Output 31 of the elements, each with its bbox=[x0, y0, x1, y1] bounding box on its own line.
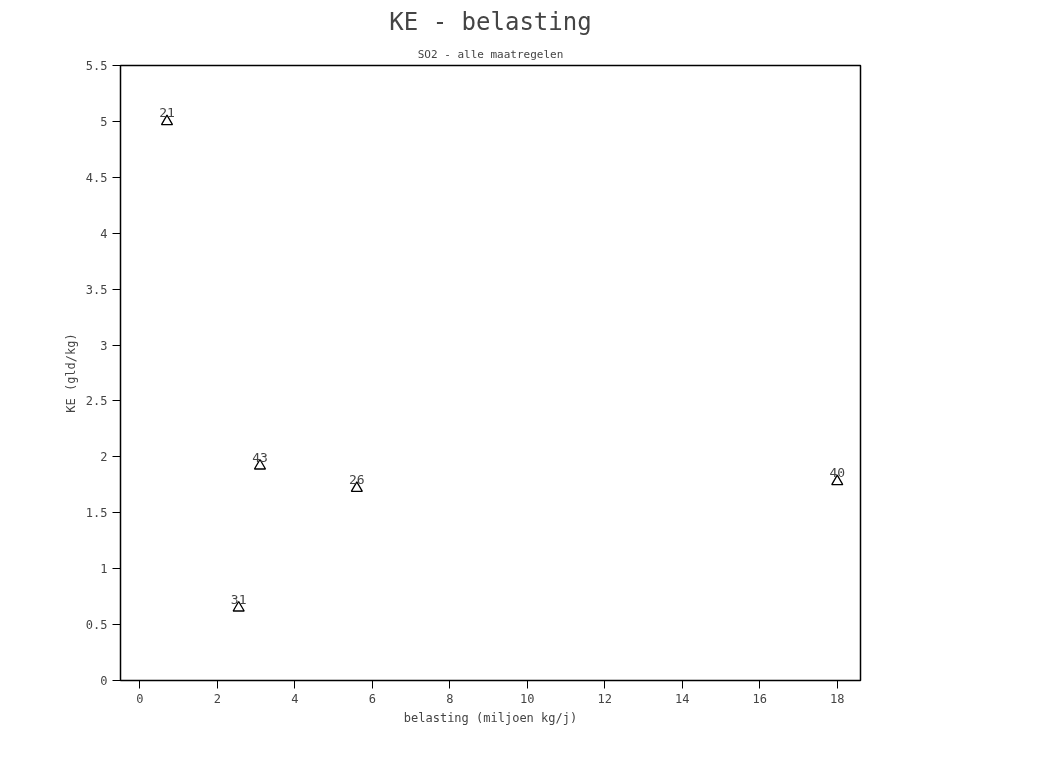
chart-subtitle: SO2 - alle maatregelen bbox=[417, 47, 564, 61]
y-tick-label: 5 bbox=[100, 114, 108, 129]
x-axis-title: belasting (miljoen kg/j) bbox=[403, 710, 578, 725]
y-tick-label: 2 bbox=[100, 450, 108, 465]
y-tick-label: 4 bbox=[100, 226, 108, 241]
annotation: 40 bbox=[829, 465, 846, 481]
y-tick-label: 0 bbox=[100, 674, 108, 688]
y-tick-label: 3 bbox=[100, 338, 108, 353]
y-tick-label: 4.5 bbox=[85, 170, 108, 185]
x-tick-label: 10 bbox=[520, 691, 535, 706]
x-tick-label: 2 bbox=[213, 691, 221, 706]
annotation: 26 bbox=[349, 472, 365, 488]
annotation: 31 bbox=[230, 591, 247, 607]
annotation: 43 bbox=[252, 449, 268, 465]
x-tick-label: 8 bbox=[446, 691, 454, 706]
x-tick-label: 18 bbox=[830, 691, 845, 706]
x-tick-label: 4 bbox=[291, 691, 299, 706]
y-tick-label: 1.5 bbox=[85, 506, 108, 521]
y-tick-label: 2.5 bbox=[85, 394, 108, 409]
x-tick-label: 6 bbox=[368, 691, 376, 706]
x-tick-label: 12 bbox=[597, 691, 613, 706]
chart-title: KE - belasting bbox=[389, 7, 592, 36]
y-tick-label: 0.5 bbox=[85, 618, 108, 633]
y-tick-label: 3.5 bbox=[85, 282, 108, 297]
y-tick-label: 1 bbox=[100, 562, 108, 577]
y-axis-title: KE (gld/kg) bbox=[63, 333, 78, 413]
y-tick-label: 5.5 bbox=[85, 59, 108, 73]
x-tick-label: 14 bbox=[675, 691, 690, 706]
annotation: 21 bbox=[159, 105, 175, 121]
x-tick-label: 16 bbox=[752, 691, 767, 706]
x-tick-label: 0 bbox=[136, 691, 144, 706]
